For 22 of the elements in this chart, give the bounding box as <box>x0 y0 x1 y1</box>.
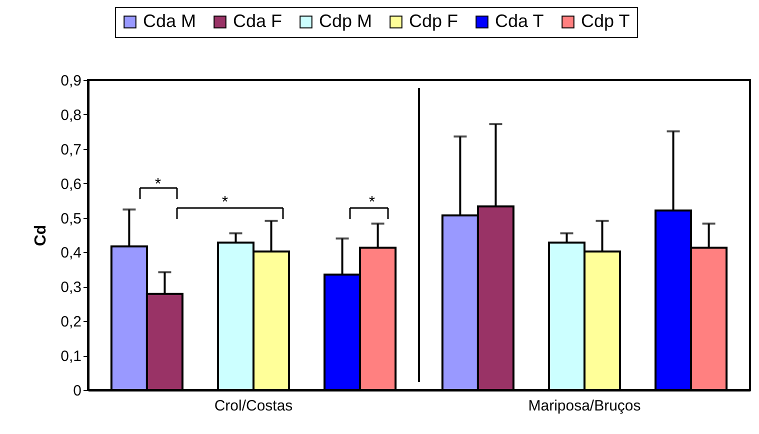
annotation: * <box>368 194 376 211</box>
x-tick-label: Crol/Costas <box>214 398 293 414</box>
annotation: * <box>222 194 228 211</box>
legend-label: Cdp M <box>319 11 372 31</box>
y-axis-title: Cd <box>32 224 50 246</box>
y-tick-label: 0,6 <box>60 176 82 193</box>
legend-label: Cdp F <box>409 11 458 31</box>
legend-label: Cda F <box>233 11 282 31</box>
y-tick-label: 0,9 <box>60 72 82 90</box>
y-tick-label: 0,8 <box>60 106 82 124</box>
annotation: * <box>154 176 162 193</box>
x-tick-label: Mariposa/Bruços <box>528 398 641 414</box>
legend-label: Cdp T <box>581 11 630 31</box>
legend-label: Cda T <box>495 11 544 31</box>
y-tick-label: 0,4 <box>60 244 82 262</box>
y-tick-label: 0,7 <box>60 141 82 158</box>
y-tick-label: 0,1 <box>60 348 82 366</box>
legend-label: Cda M <box>143 11 196 31</box>
y-tick-label: 0,3 <box>60 279 82 296</box>
y-tick-label: 0,2 <box>60 314 82 331</box>
y-tick-label: 0 <box>73 382 82 400</box>
y-tick-label: 0,5 <box>60 210 82 228</box>
